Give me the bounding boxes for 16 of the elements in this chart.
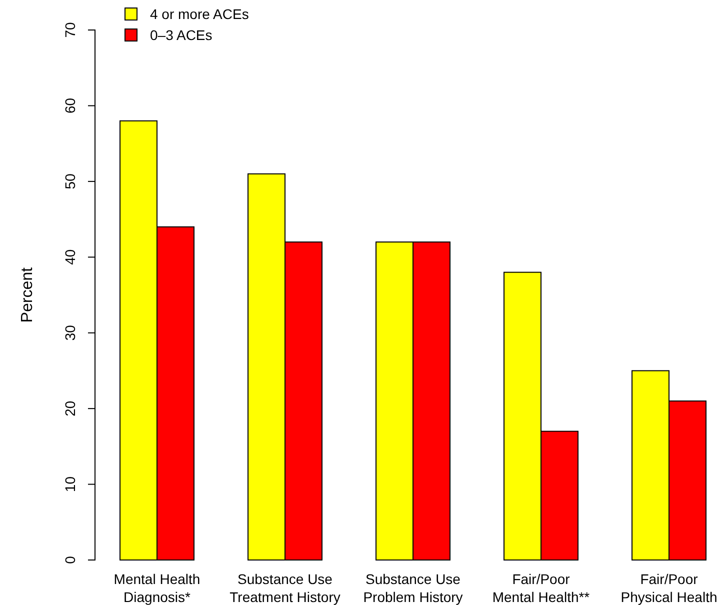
x-tick-label: Mental Health Diagnosis* <box>114 571 200 605</box>
x-tick-label: Fair/Poor Mental Health** <box>492 571 590 605</box>
y-tick-label: 30 <box>62 324 78 341</box>
y-tick-label: 40 <box>62 249 78 265</box>
y-tick-label: 50 <box>62 173 78 190</box>
legend-label: 4 or more ACEs <box>150 6 249 22</box>
y-tick-label: 70 <box>62 22 78 38</box>
y-tick-label: 20 <box>62 400 78 416</box>
legend-label: 0–3 ACEs <box>150 27 212 43</box>
y-tick-label: 10 <box>62 476 78 492</box>
x-tick-label: Fair/Poor Physical Health <box>620 571 718 605</box>
y-axis-title: Percent <box>19 266 36 323</box>
y-tick-label: 0 <box>62 556 78 564</box>
y-tick-label: 60 <box>62 98 78 114</box>
x-tick-label: Substance Use Problem History <box>363 571 463 605</box>
x-tick-label: Substance Use Treatment History <box>230 571 340 605</box>
